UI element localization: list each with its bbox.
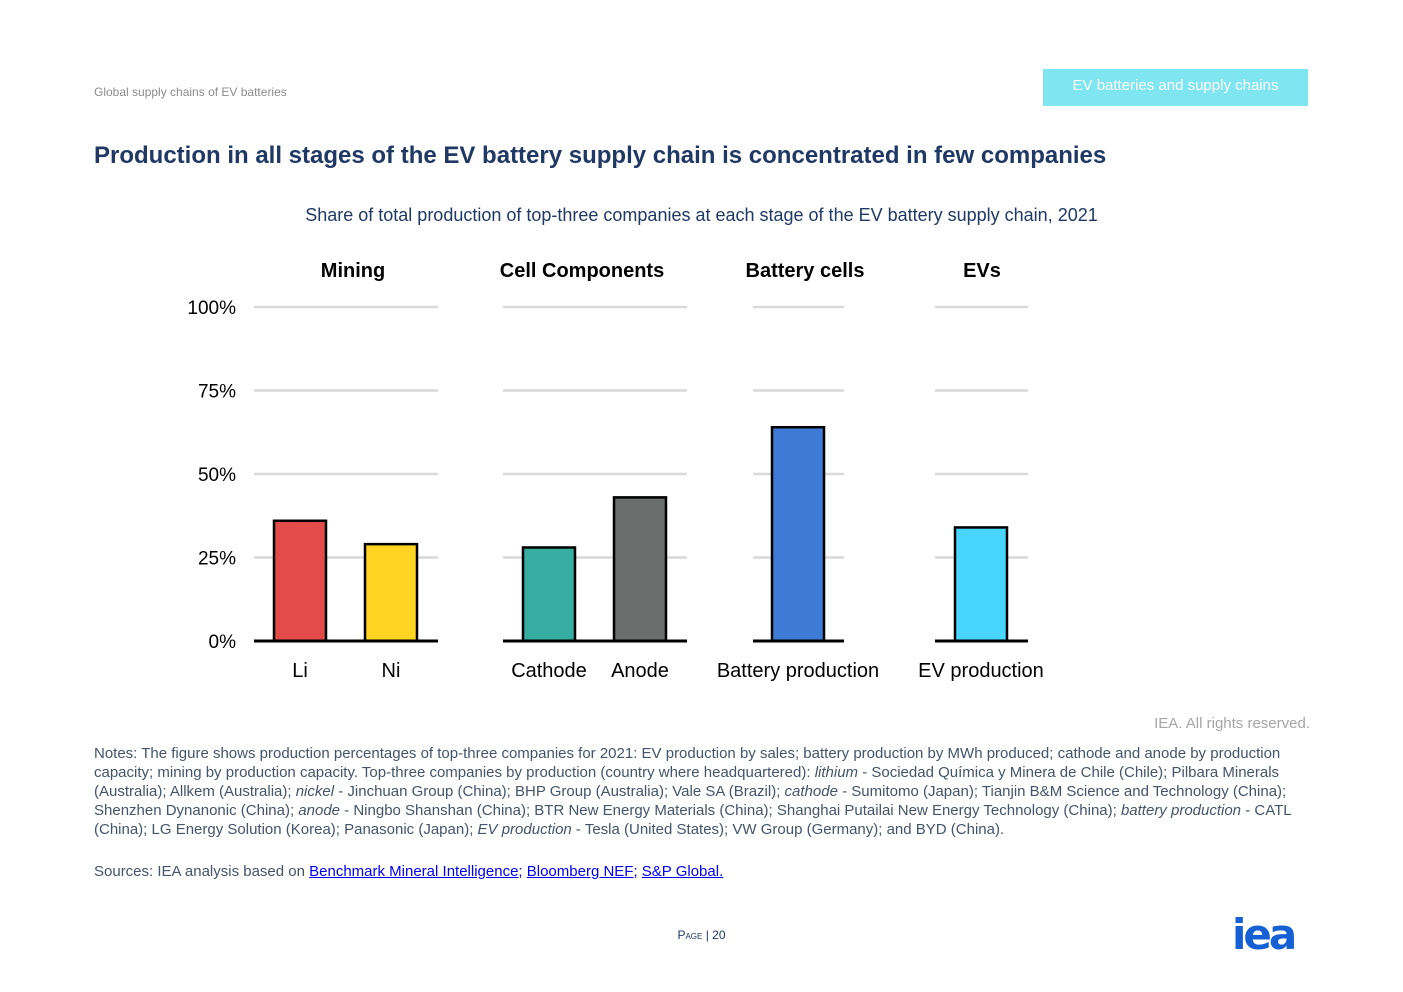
page-label: Page xyxy=(677,928,703,942)
source-link-bnef[interactable]: Bloomberg NEF; xyxy=(526,863,638,880)
bar xyxy=(953,526,1009,643)
section-title: Global supply chains of EV batteries xyxy=(94,85,287,99)
notes: Notes: The figure shows production perce… xyxy=(94,744,1309,839)
page-title: Production in all stages of the EV batte… xyxy=(94,142,1107,169)
notes-text: - Sumitomo (Japan); Tianjin B&M Science … xyxy=(94,783,1287,819)
logo-text: iea xyxy=(1232,916,1295,952)
notes-text: - Sociedad Química y Minera de Chile (Ch… xyxy=(94,764,1280,800)
panel-title: Mining xyxy=(321,260,385,282)
copyright-note: IEA. All rights reserved. xyxy=(1154,715,1310,732)
bar xyxy=(612,496,668,643)
panel-title: EVs xyxy=(963,260,1001,282)
source-link-benchmark[interactable]: Benchmark Mineral Intelligence; xyxy=(309,863,523,880)
bar xyxy=(363,542,419,643)
section-tag[interactable]: EV batteries and supply chains xyxy=(1043,69,1308,106)
x-tick-label: Li xyxy=(292,660,308,682)
y-tick-label: 25% xyxy=(198,549,236,570)
sources-prefix: Sources: IEA analysis based on xyxy=(94,863,310,880)
sources: Sources: IEA analysis based on Benchmark… xyxy=(94,863,723,880)
bar xyxy=(521,546,577,643)
notes-text: - Jinchuan Group (China); BHP Group (Aus… xyxy=(334,783,785,800)
iea-logo[interactable]: iea xyxy=(1232,916,1312,952)
bar xyxy=(272,519,328,643)
notes-italic: nickel xyxy=(295,783,335,800)
notes-italic: cathode xyxy=(784,783,838,800)
page-number-value: 20 xyxy=(712,928,726,942)
y-tick-label: 100% xyxy=(187,298,236,319)
notes-italic: EV production xyxy=(477,821,572,838)
x-tick-label: Anode xyxy=(611,660,669,682)
notes-italic: anode xyxy=(298,802,341,819)
y-tick-label: 50% xyxy=(198,465,236,486)
page-number: Page | 20 xyxy=(677,928,726,942)
x-tick-label: EV production xyxy=(918,660,1044,682)
notes-italic: battery production xyxy=(1120,802,1242,819)
bar xyxy=(770,425,826,643)
notes-italic: lithium xyxy=(814,764,859,781)
panel-title: Battery cells xyxy=(746,260,865,282)
y-tick-label: 75% xyxy=(198,382,236,403)
notes-text: - CATL (China); LG Energy Solution (Kore… xyxy=(94,802,1292,838)
chart-subtitle: Share of total production of top-three c… xyxy=(305,205,1098,225)
x-tick-label: Cathode xyxy=(511,660,587,682)
source-link-spglobal[interactable]: S&P Global. xyxy=(641,863,724,880)
panel-title: Cell Components xyxy=(500,260,664,282)
notes-text: Notes: The figure shows production perce… xyxy=(94,745,1281,781)
x-tick-label: Battery production xyxy=(717,660,879,682)
x-tick-label: Ni xyxy=(382,660,401,682)
notes-text: - Ningbo Shanshan (China); BTR New Energ… xyxy=(340,802,1121,819)
notes-text: - Tesla (United States); VW Group (Germa… xyxy=(571,821,1005,838)
bar-chart: 0% 25% 50% 75% 100% Mining Li Ni Cell Components… xyxy=(187,260,1044,682)
y-tick-label: 0% xyxy=(209,632,237,653)
